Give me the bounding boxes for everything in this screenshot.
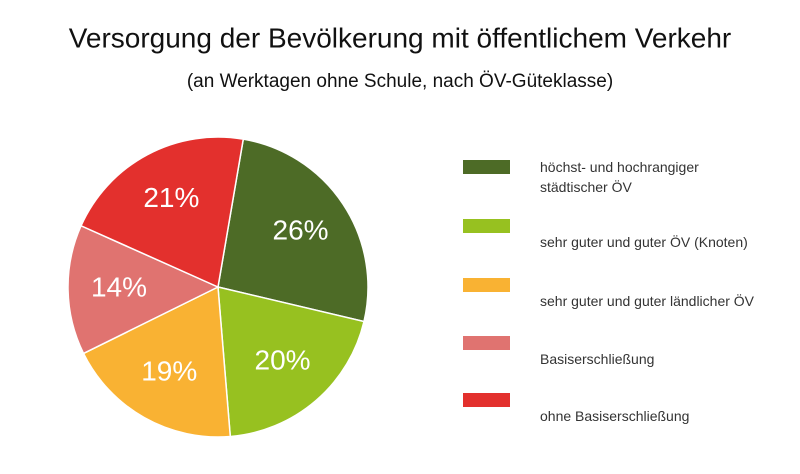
legend-label: höchst- und hochrangiger städtischer ÖV — [540, 159, 699, 195]
chart-subtitle: (an Werktagen ohne Schule, nach ÖV-Gütek… — [187, 71, 613, 92]
legend-swatch — [463, 219, 510, 233]
pie-slice — [80, 136, 245, 289]
data-label: 21% — [143, 182, 199, 213]
legend-label: Basiserschließung — [540, 351, 655, 367]
legend-swatch — [463, 336, 510, 350]
pie-slice — [217, 286, 365, 438]
legend-swatch — [463, 160, 510, 174]
pie-slice — [217, 138, 369, 323]
legend-swatch — [463, 278, 510, 292]
data-label: 14% — [91, 271, 147, 302]
data-label: 19% — [141, 356, 197, 387]
data-label: 26% — [273, 215, 329, 246]
data-label: 20% — [255, 344, 311, 375]
legend-label: sehr guter und guter ländlicher ÖV — [540, 293, 755, 309]
legend-swatch — [463, 393, 510, 407]
chart-title: Versorgung der Bevölkerung mit öffentlic… — [69, 22, 732, 53]
legend-label: ohne Basiserschließung — [540, 408, 690, 424]
pie-slice — [67, 224, 220, 355]
legend-label: sehr guter und guter ÖV (Knoten) — [540, 234, 748, 250]
pie-slice — [82, 285, 232, 438]
